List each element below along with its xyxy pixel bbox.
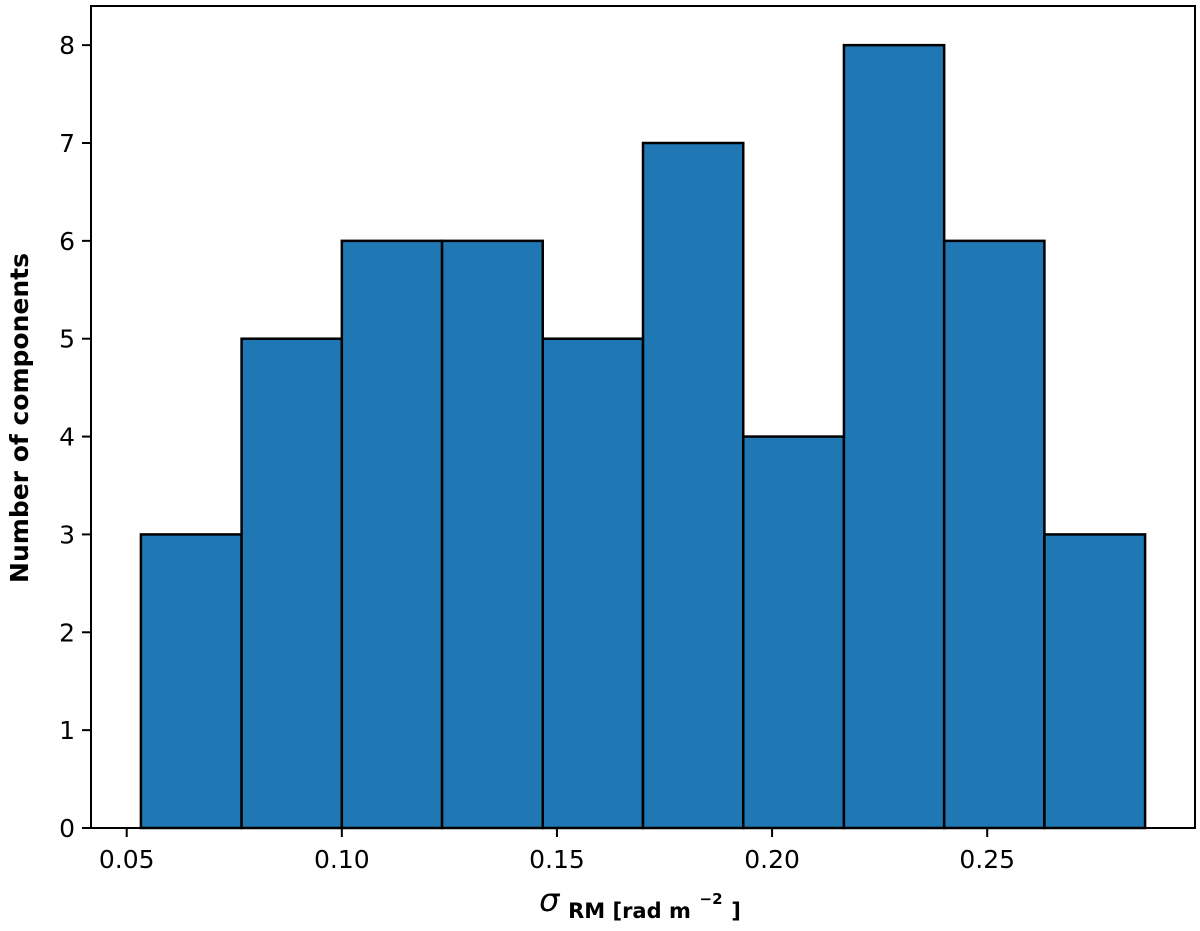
histogram-bar xyxy=(942,239,1046,830)
x-axis-label: σ RM [rad m −2 ] xyxy=(539,881,741,924)
histogram-bar xyxy=(340,239,444,830)
histogram-bar xyxy=(641,141,745,830)
histogram-bar xyxy=(440,239,545,830)
histogram-bar xyxy=(741,435,846,830)
x-axis-label-symbol: σ xyxy=(539,881,561,919)
x-axis-label-subscript: RM [rad m xyxy=(568,899,691,923)
histogram-bar xyxy=(139,533,243,830)
x-axis-label-close: ] xyxy=(731,899,741,923)
x-tick-label: 0.25 xyxy=(959,845,1015,874)
y-tick-label: 2 xyxy=(59,618,75,647)
x-tick-label: 0.05 xyxy=(99,845,155,874)
x-axis-ticks: 0.05 0.10 0.15 0.20 0.25 xyxy=(99,828,1015,874)
y-tick-label: 6 xyxy=(59,227,75,256)
plot-frame xyxy=(90,5,1196,829)
y-tick-label: 8 xyxy=(59,31,75,60)
y-tick-label: 5 xyxy=(59,325,75,354)
y-tick-label: 0 xyxy=(59,814,75,843)
y-axis-ticks: 0 1 2 3 4 5 6 7 8 xyxy=(59,31,91,843)
histogram-bar xyxy=(541,337,645,830)
y-tick-label: 4 xyxy=(59,423,75,452)
bars-group xyxy=(139,43,1147,830)
x-tick-label: 0.20 xyxy=(744,845,800,874)
y-tick-label: 7 xyxy=(59,129,75,158)
y-axis-label: Number of components xyxy=(5,253,34,583)
x-tick-label: 0.10 xyxy=(314,845,370,874)
x-tick-label: 0.15 xyxy=(529,845,585,874)
histogram-bar xyxy=(240,337,344,830)
y-tick-label: 1 xyxy=(59,716,75,745)
histogram-bar xyxy=(842,43,946,830)
y-tick-label: 3 xyxy=(59,520,75,549)
x-axis-label-superscript: −2 xyxy=(700,890,723,908)
histogram-bar xyxy=(1043,533,1147,830)
